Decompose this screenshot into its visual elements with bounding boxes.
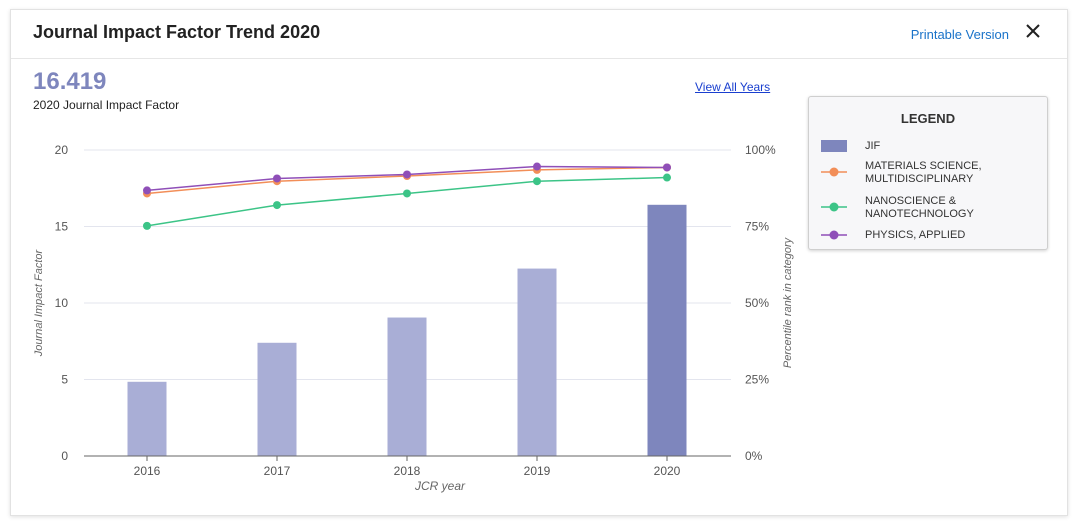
bars (127, 204, 687, 456)
legend-line-swatch (821, 166, 847, 179)
view-all-years-link[interactable]: View All Years (695, 80, 771, 94)
series-point-1[interactable] (143, 221, 151, 230)
x-tick-label: 2020 (654, 464, 681, 478)
series-point-2[interactable] (533, 162, 541, 171)
y-right-tick-label: 50% (745, 296, 769, 310)
series-point-1[interactable] (533, 177, 541, 186)
y-tick-label: 5 (61, 373, 68, 387)
series-point-2[interactable] (273, 174, 281, 183)
series-point-2[interactable] (143, 186, 151, 195)
y-right-tick-label: 100% (745, 143, 776, 157)
bar-jif-2017[interactable] (257, 342, 297, 456)
bar-jif-2018[interactable] (387, 317, 427, 456)
x-tick-label: 2018 (394, 464, 421, 478)
legend-title: LEGEND (900, 111, 956, 126)
axes: 0 5 10 15 20 0% 25% 50% 75% 100% 2016 2017 2018 2019 2… (33, 143, 794, 493)
legend-label: JIF (865, 140, 881, 152)
bar-jif-2019[interactable] (517, 268, 557, 456)
y-tick-label: 15 (55, 220, 69, 234)
series-point-1[interactable] (403, 189, 411, 198)
x-tick-label: 2019 (524, 464, 551, 478)
dialog-title: Journal Impact Factor Trend 2020 (33, 22, 321, 42)
series-point-2[interactable] (663, 163, 671, 172)
dialog-header: Journal Impact Factor Trend 2020 Printab… (11, 10, 1067, 59)
printable-version-link[interactable]: Printable Version (910, 27, 1009, 42)
series-point-1[interactable] (663, 173, 671, 182)
y-right-tick-label: 25% (745, 373, 769, 387)
y-tick-label: 0 (61, 449, 68, 463)
legend-line-swatch (821, 201, 847, 214)
legend-bar-swatch (821, 140, 847, 153)
y-right-tick-label: 75% (745, 220, 769, 234)
legend-label: NANOSCIENCE & NANOTECHNOLOGY (865, 195, 974, 220)
series-lines (143, 162, 671, 230)
x-tick-label: 2016 (134, 464, 161, 478)
legend-label: MATERIALS SCIENCE, MULTIDISCIPLINARY (865, 160, 982, 185)
series-line-1 (146, 176, 668, 227)
jif-trend-chart: 0 5 10 15 20 0% 25% 50% 75% 100% 2016 2017 2018 2019 2… (33, 143, 794, 493)
series-point-1[interactable] (273, 201, 281, 210)
y-tick-label: 10 (55, 296, 69, 310)
legend-label: PHYSICS, APPLIED (865, 229, 966, 241)
impact-factor-value: 16.419 (33, 68, 107, 95)
bar-jif-2020[interactable] (647, 204, 687, 456)
y-axis-title: Journal Impact Factor (33, 248, 45, 357)
impact-factor-label: 2020 Journal Impact Factor (33, 98, 180, 112)
y-tick-label: 20 (55, 143, 69, 157)
close-icon[interactable] (1023, 21, 1043, 41)
jif-trend-dialog: Journal Impact Factor Trend 2020 Printab… (10, 9, 1068, 516)
chart-legend: LEGEND JIF MATERIALS SCIENCE, MULTIDISCI… (808, 96, 1048, 250)
bar-jif-2016[interactable] (127, 381, 167, 456)
x-axis-title: JCR year (414, 479, 466, 493)
y-right-axis-title: Percentile rank in category (782, 236, 794, 368)
legend-line-swatch (821, 229, 847, 242)
x-tick-label: 2017 (264, 464, 291, 478)
y-right-tick-label: 0% (745, 449, 763, 463)
series-point-2[interactable] (403, 170, 411, 179)
